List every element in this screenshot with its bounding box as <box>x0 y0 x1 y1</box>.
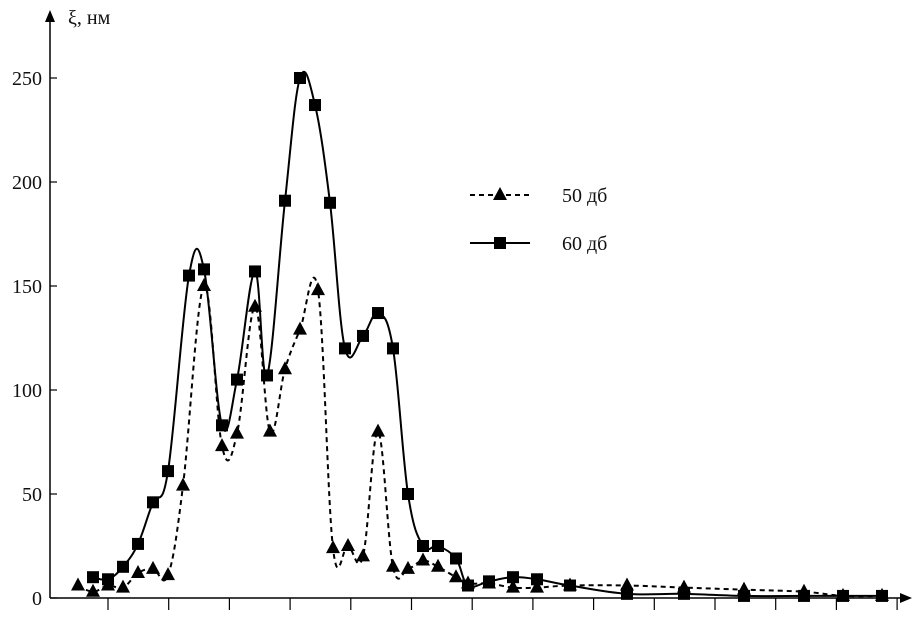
square-marker <box>402 488 414 500</box>
square-marker <box>309 99 321 112</box>
square-marker <box>231 373 243 386</box>
square-marker <box>216 419 228 432</box>
square-marker <box>279 194 291 207</box>
y-axis-title: ξ, нм <box>68 7 111 29</box>
square-marker <box>132 537 144 550</box>
triangle-marker <box>386 558 400 572</box>
square-marker <box>357 329 369 342</box>
triangle-marker <box>530 579 544 593</box>
triangle-marker <box>278 361 292 375</box>
square-marker <box>837 589 849 602</box>
triangle-marker <box>341 538 355 551</box>
triangle-marker <box>620 577 634 591</box>
triangle-marker <box>86 583 100 597</box>
triangle-marker <box>356 548 370 562</box>
series-60db <box>87 70 888 602</box>
y-tick-label: 0 <box>32 588 42 610</box>
triangle-marker <box>146 560 160 574</box>
triangle-marker <box>263 423 277 437</box>
y-tick-label: 100 <box>12 380 42 402</box>
square-marker <box>117 560 129 573</box>
series-50db <box>71 277 889 601</box>
square-marker <box>339 342 351 355</box>
square-marker <box>324 196 336 209</box>
y-tick-label: 50 <box>22 484 42 506</box>
square-marker <box>372 307 384 320</box>
triangle-marker <box>131 565 145 579</box>
triangle-marker <box>176 477 190 491</box>
legend-entry: 50 дб <box>470 185 607 207</box>
y-tick-label: 150 <box>12 276 42 298</box>
legend-square-marker <box>494 237 506 249</box>
square-marker <box>294 72 306 84</box>
triangle-marker <box>311 282 325 296</box>
legend-triangle-marker <box>493 187 507 200</box>
square-marker <box>162 465 174 478</box>
triangle-marker <box>326 540 340 554</box>
square-marker <box>183 269 195 282</box>
legend-entry: 60 дб <box>470 233 607 255</box>
triangle-marker <box>230 425 244 439</box>
triangle-marker <box>116 579 130 593</box>
square-marker <box>462 579 474 592</box>
legend-label: 60 дб <box>562 233 607 255</box>
triangle-marker <box>248 298 262 312</box>
square-marker <box>261 369 273 382</box>
triangle-marker <box>371 423 385 437</box>
triangle-marker <box>506 579 520 593</box>
square-marker <box>387 342 399 355</box>
y-axis-arrow <box>45 10 55 22</box>
square-marker <box>798 589 810 602</box>
square-marker <box>198 263 210 276</box>
triangle-marker <box>197 278 211 291</box>
triangle-marker <box>71 577 85 591</box>
series-line <box>77 277 883 598</box>
square-marker <box>678 587 690 600</box>
square-marker <box>417 540 429 552</box>
legend: 50 дб 60 дб <box>470 185 607 255</box>
y-tick-label: 200 <box>12 172 42 194</box>
square-marker <box>432 540 444 552</box>
square-marker <box>249 265 261 278</box>
series-line <box>92 70 882 598</box>
triangle-marker <box>293 321 307 335</box>
square-marker <box>507 571 519 584</box>
triangle-marker <box>215 438 229 452</box>
triangle-marker <box>431 558 445 572</box>
x-axis-arrow <box>900 593 912 603</box>
triangle-marker <box>401 560 415 574</box>
square-marker <box>621 587 633 600</box>
square-marker <box>102 573 114 586</box>
square-marker <box>531 573 543 586</box>
series-layer <box>71 70 889 602</box>
legend-label: 50 дб <box>562 185 607 207</box>
triangle-marker <box>161 567 175 581</box>
y-tick-label: 250 <box>12 68 42 90</box>
square-marker <box>450 552 462 565</box>
triangle-marker <box>416 552 430 566</box>
square-marker <box>147 496 159 509</box>
square-marker <box>87 571 99 584</box>
axes: 0 50 100 150 200 250 <box>12 10 912 610</box>
square-marker <box>564 579 576 592</box>
square-marker <box>483 575 495 588</box>
square-marker <box>738 589 750 602</box>
triangle-marker <box>449 569 463 583</box>
square-marker <box>876 589 888 602</box>
